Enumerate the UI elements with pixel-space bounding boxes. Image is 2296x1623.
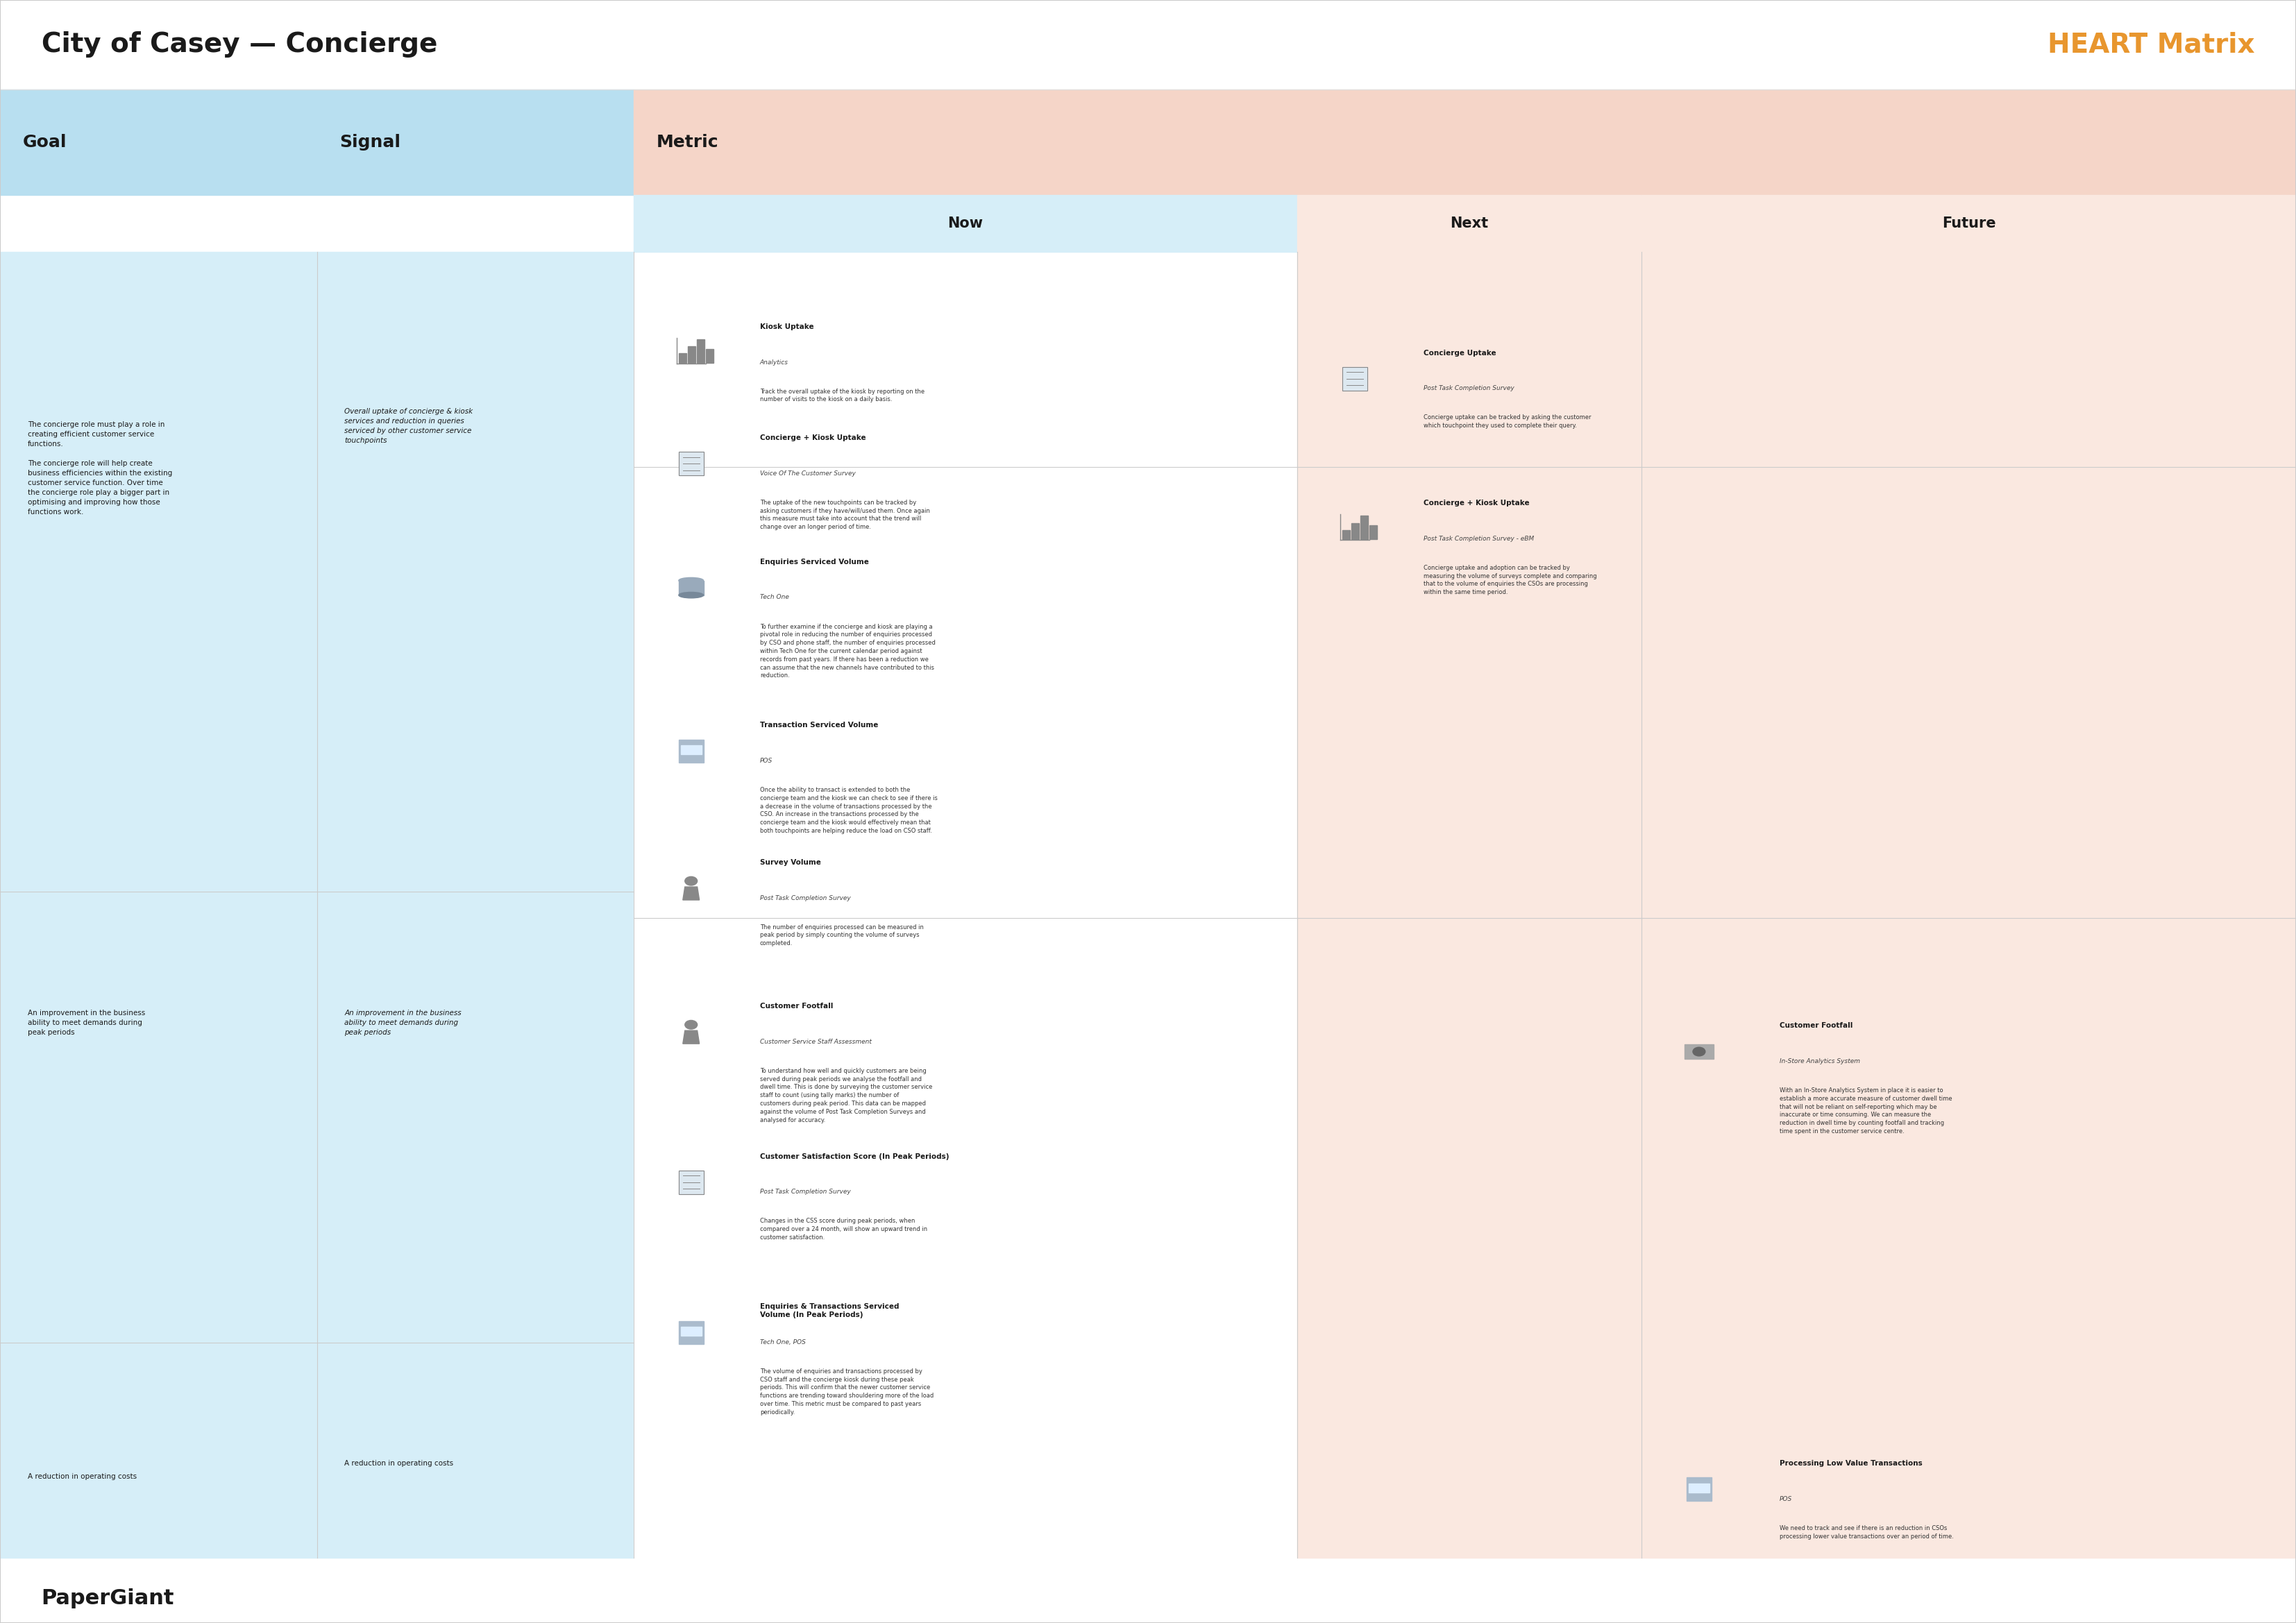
Bar <box>1362 516 1368 539</box>
Text: Overall uptake of concierge & kiosk
services and reduction in queries
serviced b: Overall uptake of concierge & kiosk serv… <box>344 409 473 445</box>
Text: HEART Matrix: HEART Matrix <box>2048 31 2255 58</box>
Bar <box>634 252 1297 1558</box>
Bar <box>1642 195 2296 252</box>
Polygon shape <box>680 453 703 476</box>
Text: Survey Volume: Survey Volume <box>760 859 822 867</box>
Text: Post Task Completion Survey: Post Task Completion Survey <box>760 894 852 901</box>
Text: Once the ability to transact is extended to both the
concierge team and the kios: Once the ability to transact is extended… <box>760 787 937 834</box>
Bar <box>689 346 696 364</box>
Text: PaperGiant: PaperGiant <box>41 1589 174 1608</box>
Text: Kiosk Uptake: Kiosk Uptake <box>760 323 813 331</box>
Bar <box>705 349 714 364</box>
Text: Concierge Uptake: Concierge Uptake <box>1424 349 1497 357</box>
Text: Tech One: Tech One <box>760 594 790 601</box>
Polygon shape <box>682 1031 700 1044</box>
Text: Next: Next <box>1451 216 1488 230</box>
Text: Customer Footfall: Customer Footfall <box>760 1003 833 1010</box>
Bar <box>634 195 1297 252</box>
Text: Customer Satisfaction Score (In Peak Periods): Customer Satisfaction Score (In Peak Per… <box>760 1152 948 1160</box>
Text: Track the overall uptake of the kiosk by reporting on the
number of visits to th: Track the overall uptake of the kiosk by… <box>760 388 925 403</box>
Text: Concierge uptake and adoption can be tracked by
measuring the volume of surveys : Concierge uptake and adoption can be tra… <box>1424 565 1596 596</box>
Bar <box>680 1170 703 1195</box>
Text: Tech One, POS: Tech One, POS <box>760 1339 806 1345</box>
Bar <box>680 453 703 476</box>
Text: Goal: Goal <box>23 133 67 151</box>
Bar <box>680 354 687 364</box>
Text: The concierge role must play a role in
creating efficient customer service
funct: The concierge role must play a role in c… <box>28 422 172 516</box>
Polygon shape <box>682 886 700 901</box>
Text: Changes in the CSS score during peak periods, when
compared over a 24 month, wil: Changes in the CSS score during peak per… <box>760 1217 928 1240</box>
Bar <box>1297 195 1642 252</box>
Polygon shape <box>1343 367 1366 391</box>
Text: The number of enquiries processed can be measured in
peak period by simply count: The number of enquiries processed can be… <box>760 923 923 946</box>
Bar <box>634 89 2296 195</box>
Text: To understand how well and quickly customers are being
served during peak period: To understand how well and quickly custo… <box>760 1068 932 1123</box>
Text: We need to track and see if there is an reduction in CSOs
processing lower value: We need to track and see if there is an … <box>1779 1526 1954 1540</box>
Text: Analytics: Analytics <box>760 359 788 365</box>
Bar <box>1297 252 1642 1558</box>
Bar <box>0 252 317 1558</box>
Text: Enquiries Serviced Volume: Enquiries Serviced Volume <box>760 558 868 565</box>
Text: Future: Future <box>1942 216 1995 230</box>
Text: Customer Footfall: Customer Footfall <box>1779 1022 1853 1029</box>
Circle shape <box>684 1021 698 1029</box>
Text: A reduction in operating costs: A reduction in operating costs <box>344 1461 452 1467</box>
Text: Voice Of The Customer Survey: Voice Of The Customer Survey <box>760 471 856 477</box>
Bar <box>1685 1044 1713 1058</box>
Bar <box>698 339 705 364</box>
Bar <box>680 581 703 596</box>
Text: Customer Service Staff Assessment: Customer Service Staff Assessment <box>760 1039 872 1045</box>
Text: Post Task Completion Survey - eBM: Post Task Completion Survey - eBM <box>1424 536 1534 542</box>
Polygon shape <box>680 1170 703 1195</box>
Bar <box>1690 1483 1708 1492</box>
Text: Now: Now <box>948 216 983 230</box>
Text: Metric: Metric <box>657 133 719 151</box>
Text: An improvement in the business
ability to meet demands during
peak periods: An improvement in the business ability t… <box>28 1010 145 1035</box>
Text: With an In-Store Analytics System in place it is easier to
establish a more accu: With an In-Store Analytics System in pla… <box>1779 1087 1952 1134</box>
Circle shape <box>1692 1047 1706 1057</box>
Bar <box>0 0 2296 89</box>
Text: To further examine if the concierge and kiosk are playing a
pivotal role in redu: To further examine if the concierge and … <box>760 623 934 678</box>
Text: A reduction in operating costs: A reduction in operating costs <box>28 1474 135 1480</box>
Bar <box>1642 252 2296 1558</box>
Bar <box>1343 367 1366 391</box>
Text: Concierge uptake can be tracked by asking the customer
which touchpoint they use: Concierge uptake can be tracked by askin… <box>1424 414 1591 428</box>
Text: Signal: Signal <box>340 133 402 151</box>
Bar <box>682 1326 703 1336</box>
Ellipse shape <box>680 592 703 597</box>
Text: The volume of enquiries and transactions processed by
CSO staff and the concierg: The volume of enquiries and transactions… <box>760 1368 934 1415</box>
Bar <box>0 89 634 195</box>
Bar <box>1368 526 1378 539</box>
Bar <box>682 745 703 755</box>
Bar <box>680 1321 703 1344</box>
Text: The uptake of the new touchpoints can be tracked by
asking customers if they hav: The uptake of the new touchpoints can be… <box>760 500 930 531</box>
Bar <box>1343 529 1350 539</box>
Text: Enquiries & Transactions Serviced
Volume (In Peak Periods): Enquiries & Transactions Serviced Volume… <box>760 1303 900 1318</box>
Text: Post Task Completion Survey: Post Task Completion Survey <box>1424 385 1515 391</box>
Text: POS: POS <box>760 758 774 764</box>
Text: City of Casey — Concierge: City of Casey — Concierge <box>41 31 436 58</box>
Text: Transaction Serviced Volume: Transaction Serviced Volume <box>760 722 879 729</box>
Bar <box>680 740 703 763</box>
Bar <box>1688 1477 1711 1501</box>
Bar <box>317 252 634 1558</box>
Bar <box>1352 523 1359 539</box>
Text: In-Store Analytics System: In-Store Analytics System <box>1779 1058 1860 1065</box>
Text: Post Task Completion Survey: Post Task Completion Survey <box>760 1188 852 1195</box>
Text: Concierge + Kiosk Uptake: Concierge + Kiosk Uptake <box>1424 500 1529 506</box>
Text: An improvement in the business
ability to meet demands during
peak periods: An improvement in the business ability t… <box>344 1010 461 1035</box>
Ellipse shape <box>680 578 703 583</box>
Circle shape <box>684 876 698 886</box>
Text: Concierge + Kiosk Uptake: Concierge + Kiosk Uptake <box>760 435 866 441</box>
Text: POS: POS <box>1779 1496 1793 1501</box>
Text: Processing Low Value Transactions: Processing Low Value Transactions <box>1779 1461 1922 1467</box>
